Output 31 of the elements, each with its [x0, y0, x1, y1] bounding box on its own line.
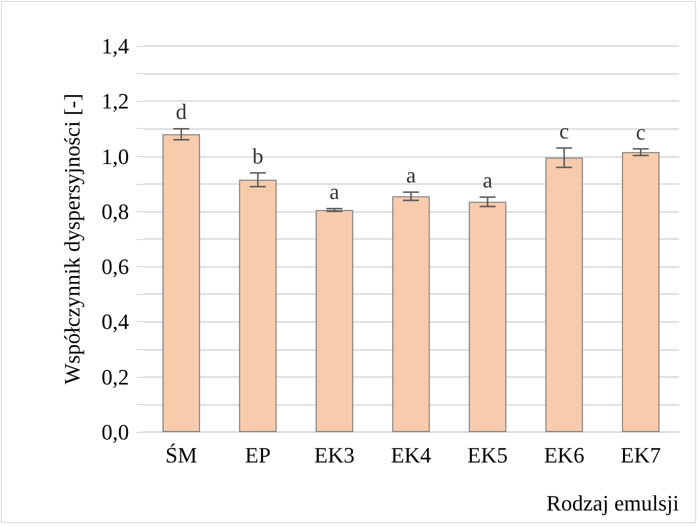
y-tick-label: 0,4 [102, 309, 129, 334]
annotation: a [482, 168, 493, 193]
y-tick-label: 0,6 [102, 254, 129, 280]
x-tick-label: EK7 [620, 442, 661, 468]
x-axis-title: Rodzaj emulsji [546, 490, 679, 516]
y-tick-label: 1,2 [102, 88, 129, 114]
x-tick-label: EK5 [467, 442, 508, 468]
y-tick-label: 0,2 [102, 364, 129, 390]
annotation: a [406, 162, 416, 188]
x-tick-label: EK3 [314, 442, 355, 468]
x-tick-label: ŚM [165, 442, 198, 468]
x-tick-label: EP [245, 442, 271, 468]
bar [162, 134, 200, 432]
x-tick-label: EK4 [390, 442, 432, 468]
annotation: b [252, 143, 264, 168]
bar [622, 152, 660, 432]
y-axis-title: Współczynnik dyspersyjności [-] [60, 94, 84, 384]
y-tick-label: 1,0 [102, 144, 129, 169]
bar [392, 196, 430, 432]
bar [468, 202, 506, 432]
annotation: d [176, 99, 187, 124]
annotation: a [330, 179, 340, 204]
bar [239, 180, 277, 432]
bar [545, 158, 583, 432]
y-tick-label: 1,4 [102, 34, 129, 58]
annotation: c [559, 118, 570, 144]
x-tick-label: EK6 [544, 442, 584, 468]
annotation: c [636, 119, 646, 144]
bar [316, 210, 354, 432]
y-tick-label: 0,8 [102, 198, 129, 224]
y-tick-label: 0,0 [102, 420, 129, 444]
